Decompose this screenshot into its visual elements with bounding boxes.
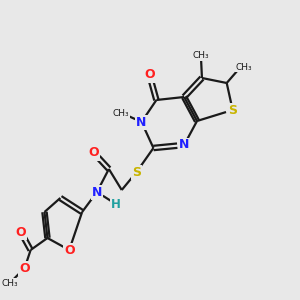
Text: CH₃: CH₃: [112, 109, 129, 118]
Text: O: O: [15, 226, 26, 238]
Text: S: S: [132, 166, 141, 178]
Text: CH₃: CH₃: [193, 52, 209, 61]
Text: S: S: [228, 103, 237, 116]
Text: N: N: [136, 116, 147, 128]
Text: N: N: [92, 185, 102, 199]
Text: CH₃: CH₃: [235, 62, 252, 71]
Text: CH₃: CH₃: [2, 278, 18, 287]
Text: H: H: [111, 197, 121, 211]
Text: O: O: [89, 146, 99, 160]
Text: O: O: [144, 68, 155, 82]
Text: N: N: [179, 139, 189, 152]
Text: O: O: [20, 262, 30, 275]
Text: O: O: [64, 244, 75, 256]
